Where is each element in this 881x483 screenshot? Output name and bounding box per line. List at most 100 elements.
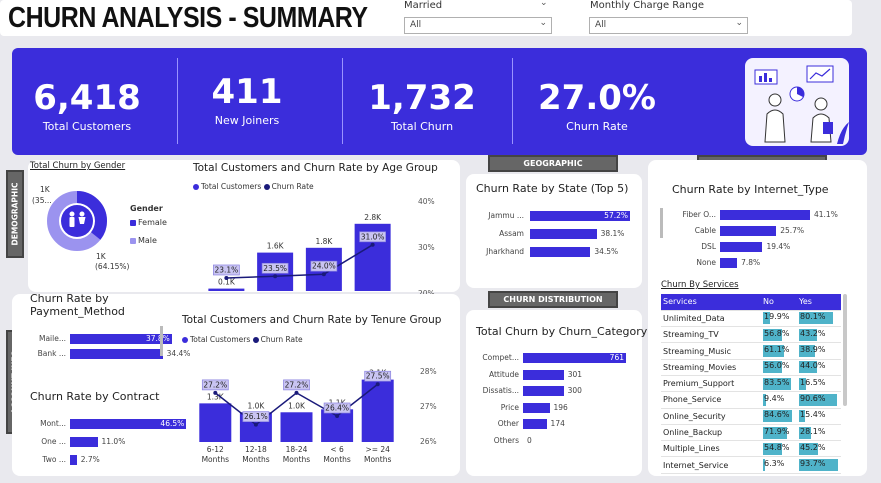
- gender-label-bottom-pct: (64.15%): [95, 262, 130, 271]
- payment-scrollbar[interactable]: [160, 326, 163, 356]
- kpi-divider: [177, 58, 178, 144]
- internet-row-label: DSL: [701, 242, 716, 251]
- category-bar[interactable]: [523, 386, 564, 396]
- category-bar[interactable]: [523, 419, 547, 429]
- col-services[interactable]: Services: [661, 294, 761, 311]
- tenure-total-label: 1.0K: [288, 401, 306, 410]
- services-table-row[interactable]: Streaming_Music 61.1% 38.9%: [661, 342, 841, 360]
- tenure-chart: 1.3K1.0K1.0K1.1K2.1K27.2%26.1%27.2%26.4%…: [199, 367, 437, 464]
- state-bar[interactable]: [530, 229, 597, 239]
- gender-label-top: 1K: [40, 185, 50, 194]
- services-table-title: Churn By Services: [661, 280, 739, 290]
- tenure-rate-point[interactable]: [213, 390, 218, 395]
- contract-chart-title: Churn Rate by Contract: [30, 390, 160, 403]
- svg-text:26.1%: 26.1%: [244, 412, 268, 421]
- tenure-rate-point[interactable]: [294, 390, 299, 395]
- tenure-legend: Total Customers Churn Rate: [182, 335, 303, 344]
- internet-value-label: 41.1%: [814, 210, 838, 219]
- internet-chart-title: Churn Rate by Internet_Type: [672, 183, 829, 196]
- married-slicer[interactable]: All ⌄: [404, 17, 552, 34]
- services-table: Services No Yes Unlimited_Data 19.9% 80.1%…: [661, 294, 841, 474]
- gender-person-icon: [61, 205, 93, 237]
- tenure-bar[interactable]: [361, 379, 394, 442]
- payment-row-label: Maile...: [38, 334, 66, 343]
- col-yes[interactable]: Yes: [797, 294, 841, 311]
- services-table-row[interactable]: Multiple_Lines 54.8% 45.2%: [661, 440, 841, 458]
- state-bar[interactable]: [530, 211, 630, 221]
- services-table-row[interactable]: Premium_Support 83.5% 16.5%: [661, 375, 841, 393]
- gender-label-top-pct: (35...: [32, 196, 52, 205]
- category-row-label: Compet...: [482, 353, 519, 362]
- svg-text:26.4%: 26.4%: [325, 404, 349, 413]
- service-yes-cell: 43.2%: [797, 326, 841, 344]
- services-table-row[interactable]: Streaming_TV 56.8% 43.2%: [661, 326, 841, 344]
- charge-slicer[interactable]: All ⌄: [589, 17, 748, 34]
- state-value-label: 38.1%: [600, 229, 625, 238]
- internet-row-label: None: [696, 258, 716, 267]
- age-bar[interactable]: [208, 288, 245, 291]
- services-table-row[interactable]: Online_Backup 71.9% 28.1%: [661, 424, 841, 442]
- kpi-total-churn-value: 1,732: [368, 78, 476, 118]
- tenure-bar[interactable]: [280, 412, 313, 442]
- donut-slice-female: [47, 191, 107, 251]
- internet-scrollbar[interactable]: [660, 208, 663, 238]
- service-no-cell: 56.0%: [761, 359, 797, 376]
- service-yes-cell: 90.6%: [797, 391, 841, 409]
- tab-demographic-label: DEMOGRAPHIC: [10, 182, 20, 246]
- tenure-y2-tick: 28%: [420, 367, 437, 376]
- internet-bar[interactable]: [720, 226, 777, 236]
- category-bar[interactable]: [523, 353, 626, 363]
- analytics-illustration: [745, 58, 849, 146]
- payment-bar[interactable]: [70, 349, 163, 359]
- state-bar[interactable]: [530, 247, 591, 257]
- tenure-category-label: 12-18: [245, 445, 267, 454]
- age-rate-point[interactable]: [370, 242, 375, 247]
- service-name-cell: Phone_Service: [661, 391, 761, 409]
- contract-value-label: 46.5%: [160, 419, 185, 428]
- chevron-down-icon[interactable]: ⌄: [540, 0, 548, 8]
- category-bar[interactable]: [523, 369, 564, 380]
- age-rate-point[interactable]: [224, 275, 229, 280]
- tenure-category-label-2: Months: [364, 455, 392, 464]
- internet-bar[interactable]: [720, 258, 738, 268]
- tenure-rate-point[interactable]: [375, 382, 380, 387]
- service-no-cell: 83.5%: [761, 375, 797, 393]
- contract-bar[interactable]: [70, 455, 77, 465]
- col-no[interactable]: No: [761, 294, 797, 311]
- services-table-row[interactable]: Internet_Service 6.3% 93.7%: [661, 456, 841, 474]
- tenure-rate-point[interactable]: [335, 414, 340, 418]
- service-no-cell: 61.1%: [761, 342, 797, 360]
- payment-bar[interactable]: [70, 334, 172, 344]
- contract-bar[interactable]: [70, 419, 187, 429]
- internet-bar[interactable]: [720, 242, 763, 252]
- category-value-label: 0: [527, 435, 532, 445]
- age-total-label: 0.1K: [218, 278, 236, 287]
- services-table-row[interactable]: Streaming_Movies 56.0% 44.0%: [661, 359, 841, 376]
- tab-geographic[interactable]: GEOGRAPHIC: [488, 155, 618, 172]
- tenure-category-label: 6-12: [207, 445, 224, 454]
- service-no-cell: 6.3%: [761, 456, 797, 474]
- category-bar[interactable]: [523, 402, 550, 413]
- state-row-label: Assam: [499, 229, 524, 238]
- state-value-label: 57.2%: [604, 211, 628, 220]
- services-table-row[interactable]: Phone_Service 9.4% 90.6%: [661, 391, 841, 409]
- service-name-cell: Online_Security: [661, 408, 761, 425]
- tenure-rate-point[interactable]: [253, 422, 258, 427]
- tab-churn-distribution[interactable]: CHURN DISTRIBUTION: [488, 291, 618, 308]
- services-table-row[interactable]: Online_Security 84.6% 15.4%: [661, 408, 841, 425]
- services-table-scrollbar[interactable]: [843, 294, 847, 406]
- age-rate-label: 23.1%: [213, 264, 240, 276]
- tenure-bar[interactable]: [199, 403, 232, 442]
- service-yes-cell: 38.9%: [797, 342, 841, 360]
- state-row-label: Jharkhand: [486, 247, 524, 256]
- services-table-row[interactable]: Unlimited_Data 19.9% 80.1%: [661, 310, 841, 328]
- state-chart-title: Churn Rate by State (Top 5): [476, 182, 629, 195]
- age-rate-point[interactable]: [321, 272, 326, 277]
- internet-bar[interactable]: [720, 210, 810, 220]
- age-y2-tick: 40%: [418, 197, 435, 206]
- legend-male-label: Male: [138, 236, 157, 245]
- tenure-total-label: 1.0K: [247, 401, 265, 410]
- tab-demographic[interactable]: DEMOGRAPHIC: [6, 170, 24, 258]
- age-rate-point[interactable]: [273, 274, 278, 279]
- contract-bar[interactable]: [70, 437, 98, 447]
